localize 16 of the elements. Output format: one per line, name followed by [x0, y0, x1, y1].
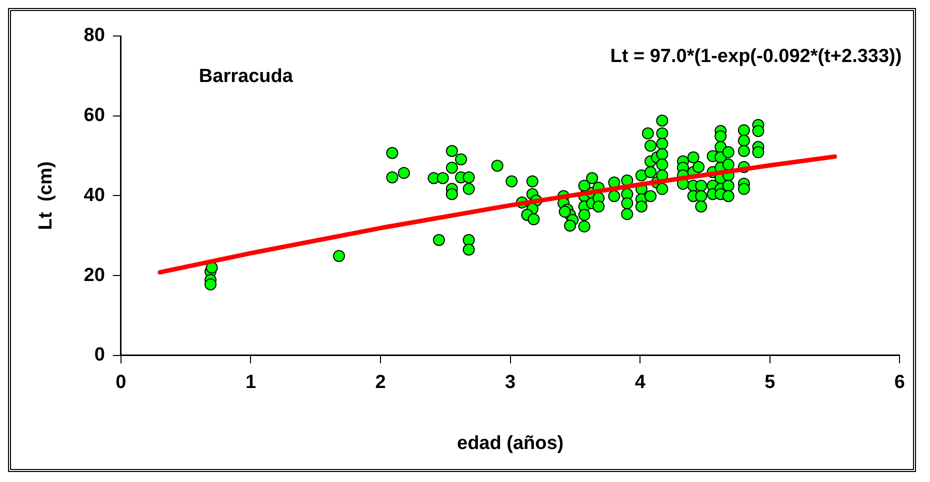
y-tick-label: 80: [84, 25, 105, 46]
x-tick-label: 3: [505, 372, 516, 394]
x-tick-label: 1: [245, 372, 256, 394]
x-tick-label: 5: [764, 372, 776, 394]
y-tick-label: 60: [84, 105, 105, 126]
annotation: Lt = 97.0*(1-exp(-0.092*(t+2.333)): [610, 46, 902, 68]
x-tick-label: 0: [116, 372, 126, 394]
x-tick-label: 6: [894, 372, 906, 394]
y-tick-label: 20: [84, 264, 105, 286]
x-axis-title: edad (años): [457, 432, 564, 454]
y-axis-title: Lt (cm): [36, 161, 57, 230]
x-tick-label: 2: [375, 372, 386, 394]
y-tick-label: 40: [84, 184, 105, 206]
x-tick-label: 4: [634, 372, 646, 394]
annotation: Barracuda: [198, 66, 294, 88]
y-tick-label: 0: [94, 344, 105, 366]
